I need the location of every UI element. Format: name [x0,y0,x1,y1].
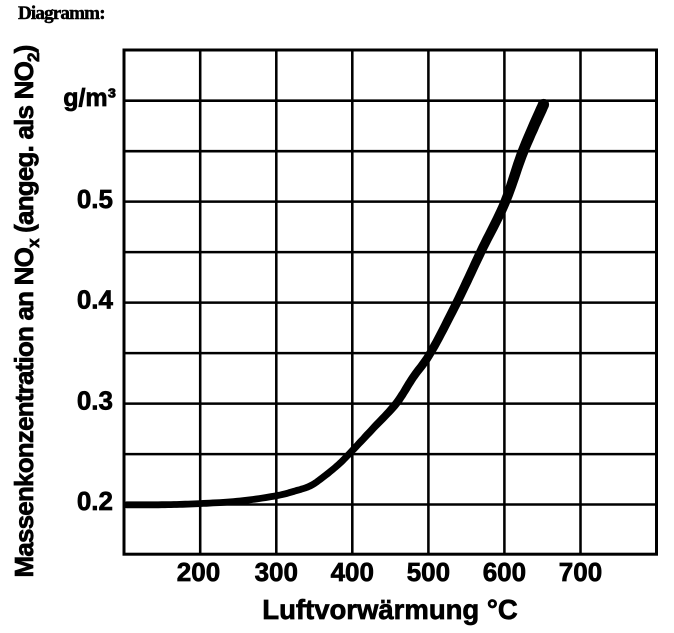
svg-text:700: 700 [559,557,602,587]
svg-text:0.5: 0.5 [77,184,113,214]
svg-text:300: 300 [255,557,298,587]
svg-text:400: 400 [331,557,374,587]
svg-text:500: 500 [407,557,450,587]
svg-text:g/m³: g/m³ [63,84,116,112]
svg-text:200: 200 [177,557,220,587]
svg-text:0.4: 0.4 [77,285,114,315]
svg-text:0.3: 0.3 [77,386,113,416]
svg-text:Massenkonzentration an NOx (an: Massenkonzentration an NOx (angeg. als N… [9,45,43,577]
svg-text:Diagramm:: Diagramm: [18,3,105,24]
svg-text:600: 600 [483,557,526,587]
svg-text:0.2: 0.2 [77,486,113,516]
svg-text:Luftvorwärmung °C: Luftvorwärmung °C [262,594,518,625]
